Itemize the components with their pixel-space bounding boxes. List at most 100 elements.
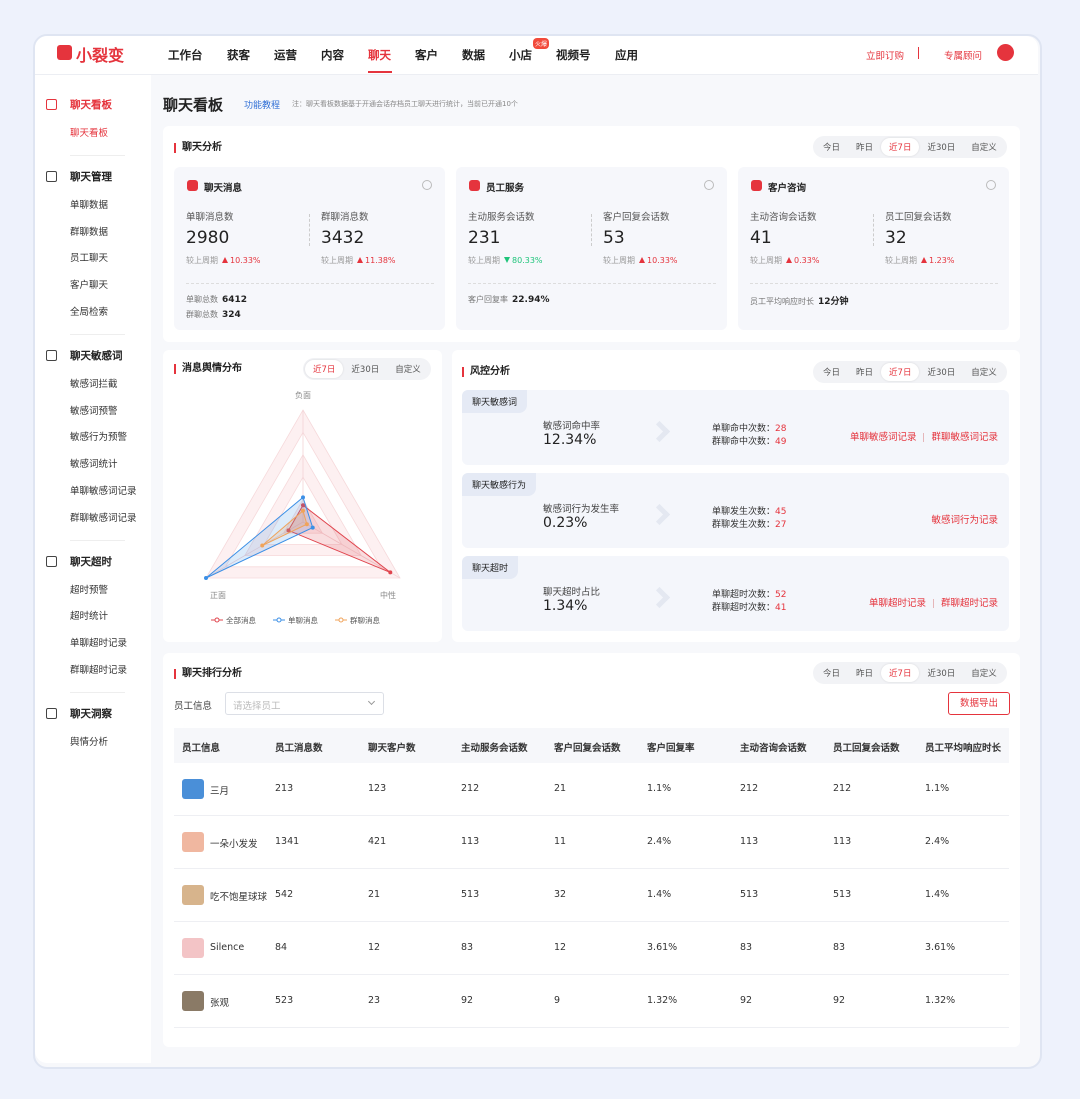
filter-option[interactable]: 近7日 — [881, 138, 920, 156]
link-divider — [923, 433, 925, 442]
table-header: 客户回复率 — [647, 743, 695, 754]
employee-avatar — [182, 779, 204, 799]
filter-option[interactable]: 昨日 — [856, 368, 874, 378]
filter-option[interactable]: 今日 — [823, 669, 841, 679]
compare-label: 较上周期 — [750, 256, 782, 265]
filter-option[interactable]: 今日 — [823, 368, 841, 378]
tutorial-link[interactable]: 功能教程 — [244, 101, 281, 111]
nav-item[interactable]: 数据 — [462, 48, 485, 62]
table-cell: 83 — [461, 942, 474, 953]
risk-link[interactable]: 群聊超时记录 — [940, 598, 998, 609]
menu-item[interactable]: 全局检索 — [70, 307, 109, 318]
filter-group: 今日 昨日 近7日 近30日 自定义 — [813, 136, 1007, 158]
menu-item[interactable]: 聊天看板 — [70, 128, 109, 139]
filter-option[interactable]: 近30日 — [351, 365, 380, 375]
filter-option[interactable]: 自定义 — [395, 365, 421, 375]
table-header: 主动咨询会话数 — [740, 743, 807, 754]
filter-option[interactable]: 昨日 — [856, 669, 874, 679]
filter-group: 近7日 近30日 自定义 — [303, 358, 431, 380]
nav-item[interactable]: 应用 — [615, 48, 638, 62]
menu-group[interactable]: 聊天看板 — [70, 99, 112, 111]
filter-option[interactable]: 近7日 — [881, 664, 920, 682]
table-cell: 1.1% — [925, 783, 950, 794]
menu-item[interactable]: 超时统计 — [70, 611, 109, 623]
metric-label: 主动咨询会话数 — [750, 212, 817, 223]
legend-marker — [338, 617, 344, 623]
footer-label: 群聊总数 — [186, 310, 218, 319]
select-placeholder[interactable]: 请选择员工 — [233, 701, 281, 712]
menu-item[interactable]: 单聊超时记录 — [70, 638, 128, 650]
filter-option[interactable]: 近30日 — [927, 368, 956, 378]
metric-change: 较上周期 80.33% — [468, 255, 543, 266]
nav-item[interactable]: 客户 — [415, 48, 438, 62]
trend-arrow — [357, 257, 363, 263]
radar-point — [204, 576, 209, 580]
stat-label: 单聊超时次数： — [712, 590, 776, 600]
filter-option[interactable]: 近7日 — [305, 360, 344, 378]
risk-link[interactable]: 群聊敏感词记录 — [931, 432, 998, 443]
row-divider — [174, 868, 1009, 869]
menu-divider — [70, 691, 125, 693]
filter-group: 今日 昨日 近7日 近30日 自定义 — [813, 361, 1007, 383]
table-header: 聊天客户数 — [368, 743, 416, 754]
filter-option[interactable]: 今日 — [823, 143, 841, 153]
page-title: 聊天看板 — [163, 96, 224, 114]
table-cell: 113 — [740, 836, 759, 847]
radar-point — [260, 543, 265, 548]
filter-option[interactable]: 自定义 — [971, 368, 997, 378]
sidebar — [35, 75, 151, 1063]
nav-item[interactable]: 获客 — [227, 48, 250, 62]
filter-option[interactable]: 自定义 — [971, 143, 997, 153]
menu-group[interactable]: 聊天管理 — [70, 170, 112, 183]
menu-group[interactable]: 聊天敏感词 — [70, 349, 123, 362]
filter-option[interactable]: 近7日 — [881, 363, 920, 381]
radar-point — [304, 522, 309, 527]
filter-option[interactable]: 近30日 — [927, 143, 956, 153]
menu-item[interactable]: 群聊超时记录 — [70, 665, 128, 676]
table-cell: 92 — [461, 995, 474, 1006]
card-footer: 员工平均响应时长 12分钟 — [750, 294, 849, 307]
table-header: 员工消息数 — [275, 743, 323, 754]
radar-axis-label: 中性 — [380, 590, 396, 600]
metric-label: 群聊消息数 — [321, 212, 369, 223]
radar-point — [388, 570, 393, 575]
filter-option[interactable]: 近30日 — [927, 669, 956, 679]
menu-item[interactable]: 敏感词预警 — [70, 405, 118, 417]
filter-option[interactable]: 自定义 — [971, 669, 997, 679]
nav-item[interactable]: 小店 — [509, 48, 532, 62]
nav-item[interactable]: 工作台 — [168, 48, 203, 62]
risk-tag: 聊天超时 — [462, 556, 519, 579]
menu-item[interactable]: 群聊敏感词记录 — [70, 512, 137, 524]
nav-item[interactable]: 运营 — [274, 48, 297, 62]
menu-item[interactable]: 单聊数据 — [70, 199, 109, 211]
menu-item[interactable]: 敏感词拦截 — [70, 378, 118, 390]
nav-item[interactable]: 视频号 — [556, 48, 591, 62]
nav-action[interactable]: 立即订购 — [866, 51, 905, 62]
menu-item[interactable]: 敏感词统计 — [70, 459, 118, 471]
menu-item[interactable]: 单聊敏感词记录 — [70, 486, 137, 497]
nav-item[interactable]: 聊天 — [368, 48, 391, 62]
nav-item[interactable]: 内容 — [321, 48, 344, 62]
menu-group[interactable]: 聊天超时 — [70, 555, 112, 568]
menu-item[interactable]: 舆情分析 — [70, 736, 109, 748]
risk-link[interactable]: 敏感词行为记录 — [931, 515, 998, 526]
menu-item[interactable]: 超时预警 — [70, 584, 109, 596]
menu-item[interactable]: 敏感行为预警 — [70, 432, 128, 444]
risk-link[interactable]: 单聊超时记录 — [868, 598, 926, 609]
risk-metric-label: 聊天超时占比 — [543, 587, 601, 598]
export-button[interactable]: 数据导出 — [948, 692, 1010, 715]
stat-label: 群聊发生次数： — [712, 520, 776, 530]
filter-option[interactable]: 昨日 — [856, 143, 874, 153]
menu-item[interactable]: 员工聊天 — [70, 253, 109, 265]
table-cell: 92 — [740, 995, 753, 1006]
menu-item[interactable]: 客户聊天 — [70, 280, 109, 292]
risk-stat: 单聊命中次数：28 — [712, 421, 786, 434]
menu-item[interactable]: 群聊数据 — [70, 226, 109, 238]
metric-divider — [873, 214, 874, 246]
risk-link[interactable]: 单聊敏感词记录 — [849, 432, 917, 443]
footer-label: 单聊总数 — [186, 295, 218, 304]
nav-action[interactable]: 专属顾问 — [944, 51, 983, 62]
table-cell: 一朵小发发 — [210, 839, 258, 850]
menu-group[interactable]: 聊天洞察 — [70, 707, 112, 720]
